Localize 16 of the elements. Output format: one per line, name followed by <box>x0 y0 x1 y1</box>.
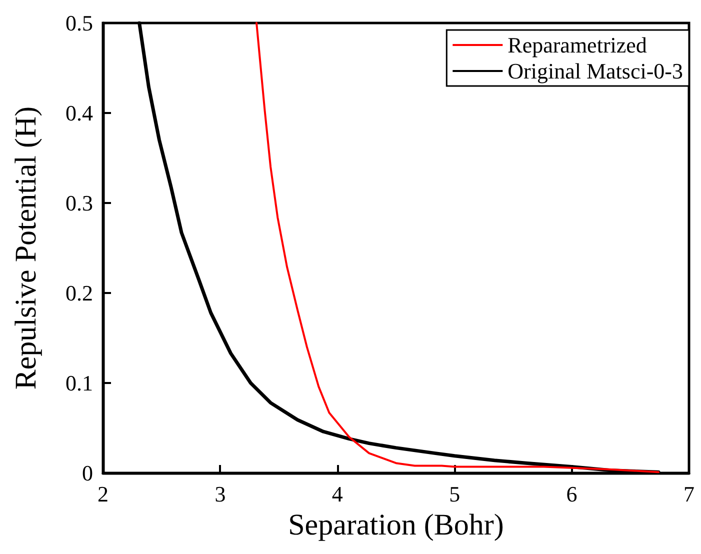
x-tick-label: 4 <box>332 482 343 506</box>
x-axis-title: Separation (Bohr) <box>288 508 504 542</box>
x-tick-label: 3 <box>214 482 226 506</box>
y-tick-label: 0.2 <box>66 280 93 306</box>
x-tick-label: 5 <box>449 482 460 506</box>
x-tick-label: 7 <box>684 482 694 506</box>
x-tick-label: 2 <box>98 482 108 506</box>
y-tick-label: 0.5 <box>66 10 93 36</box>
legend-label: Reparametrized <box>508 32 647 58</box>
y-axis-title: Repulsive Potential (H) <box>10 106 42 390</box>
y-tick-label: 0.1 <box>66 370 93 396</box>
x-tick-label: 6 <box>566 482 578 506</box>
y-tick-label: 0.4 <box>66 100 93 126</box>
y-tick-label: 0 <box>82 460 93 486</box>
y-tick-label: 0.3 <box>66 190 93 216</box>
legend-label: Original Matsci-0-3 <box>508 58 684 84</box>
